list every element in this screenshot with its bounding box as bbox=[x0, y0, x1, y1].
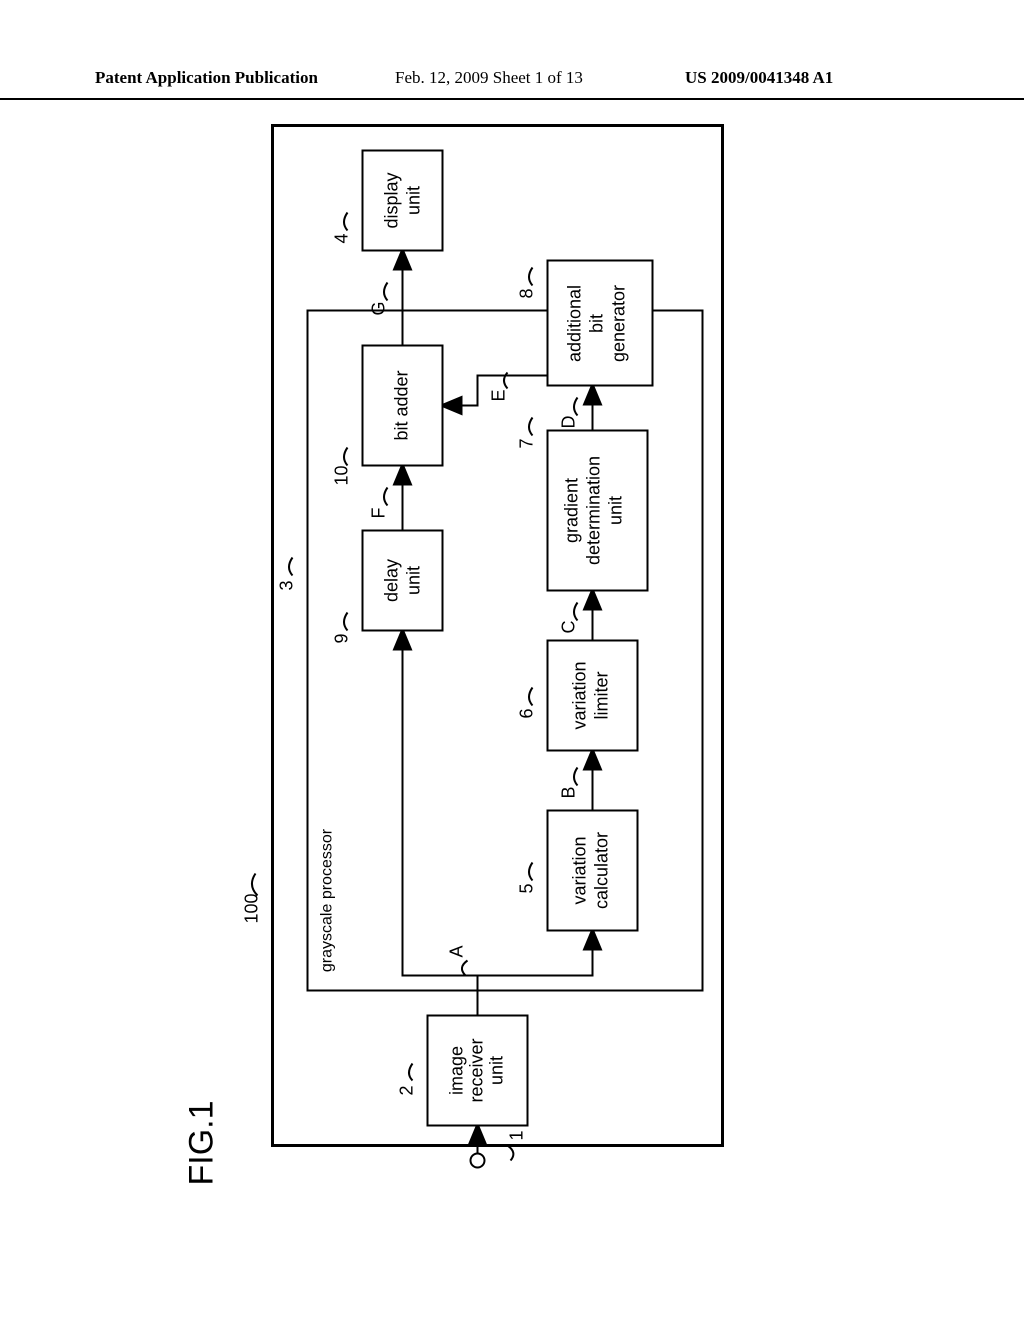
label-ba-1: bit adder bbox=[391, 370, 411, 440]
label-gd-3: unit bbox=[605, 496, 625, 525]
label-vl-1: variation bbox=[569, 661, 589, 729]
header-docnum: US 2009/0041348 A1 bbox=[685, 68, 833, 88]
label-gd-2: determination bbox=[583, 456, 603, 565]
ref-2: 2 bbox=[397, 1085, 417, 1095]
label-ab-3: generator bbox=[608, 285, 628, 362]
figure-container: FIG.1 100 grayscale processor 3 1 image … bbox=[0, 323, 963, 988]
signal-E: E bbox=[489, 389, 509, 401]
leader-100 bbox=[252, 874, 258, 896]
label-ir-2: receiver bbox=[466, 1038, 486, 1102]
leader-2 bbox=[409, 1064, 413, 1081]
ref-9: 9 bbox=[332, 633, 352, 643]
figure-title: FIG.1 bbox=[183, 1100, 221, 1185]
wire-to-varcalc bbox=[478, 931, 593, 976]
leader-3 bbox=[289, 558, 293, 576]
page-header: Patent Application Publication Feb. 12, … bbox=[0, 68, 1024, 100]
label-du-2: unit bbox=[403, 566, 423, 595]
leader-C bbox=[574, 603, 578, 621]
leader-5 bbox=[529, 863, 533, 881]
leader-9 bbox=[344, 613, 348, 631]
label-ir-1: image bbox=[446, 1046, 466, 1095]
wire-to-delay bbox=[403, 631, 478, 976]
label-disp-2: unit bbox=[403, 186, 423, 215]
ref-3: 3 bbox=[277, 580, 297, 590]
leader-1 bbox=[508, 1146, 514, 1161]
leader-D bbox=[574, 398, 578, 416]
ref-7: 7 bbox=[517, 438, 537, 448]
block-diagram: FIG.1 100 grayscale processor 3 1 image … bbox=[178, 126, 738, 1186]
label-vc-2: calculator bbox=[591, 832, 611, 909]
signal-F: F bbox=[369, 508, 389, 519]
leader-4 bbox=[344, 213, 348, 231]
label-disp-1: display bbox=[381, 172, 401, 228]
leader-6 bbox=[529, 688, 533, 706]
signal-C: C bbox=[559, 621, 579, 634]
label-ab-1: additional bbox=[564, 285, 584, 362]
ref-100: 100 bbox=[242, 893, 262, 923]
leader-7 bbox=[529, 418, 533, 436]
leader-10 bbox=[344, 448, 348, 466]
label-du-1: delay bbox=[381, 559, 401, 602]
input-terminal bbox=[471, 1154, 485, 1168]
header-date-sheet: Feb. 12, 2009 Sheet 1 of 13 bbox=[395, 68, 583, 88]
leader-B bbox=[574, 768, 578, 786]
page: Patent Application Publication Feb. 12, … bbox=[0, 0, 1024, 1320]
header-publication: Patent Application Publication bbox=[95, 68, 318, 88]
signal-A: A bbox=[447, 945, 467, 957]
label-vc-1: variation bbox=[569, 836, 589, 904]
leader-A bbox=[462, 961, 468, 976]
signal-B: B bbox=[559, 786, 579, 798]
proc-label: grayscale processor bbox=[319, 828, 336, 972]
leader-G bbox=[384, 283, 388, 301]
ref-1: 1 bbox=[507, 1130, 527, 1140]
ref-4: 4 bbox=[332, 233, 352, 243]
label-ab-2: bit bbox=[586, 314, 606, 333]
leader-8 bbox=[529, 268, 533, 286]
ref-6: 6 bbox=[517, 708, 537, 718]
ref-8: 8 bbox=[517, 288, 537, 298]
label-ir-3: unit bbox=[486, 1056, 506, 1085]
label-gd-1: gradient bbox=[561, 478, 581, 543]
signal-G: G bbox=[369, 301, 389, 315]
label-vl-2: limiter bbox=[591, 671, 611, 719]
ref-10: 10 bbox=[332, 465, 352, 485]
leader-F bbox=[384, 488, 388, 506]
ref-5: 5 bbox=[517, 883, 537, 893]
signal-D: D bbox=[559, 416, 579, 429]
